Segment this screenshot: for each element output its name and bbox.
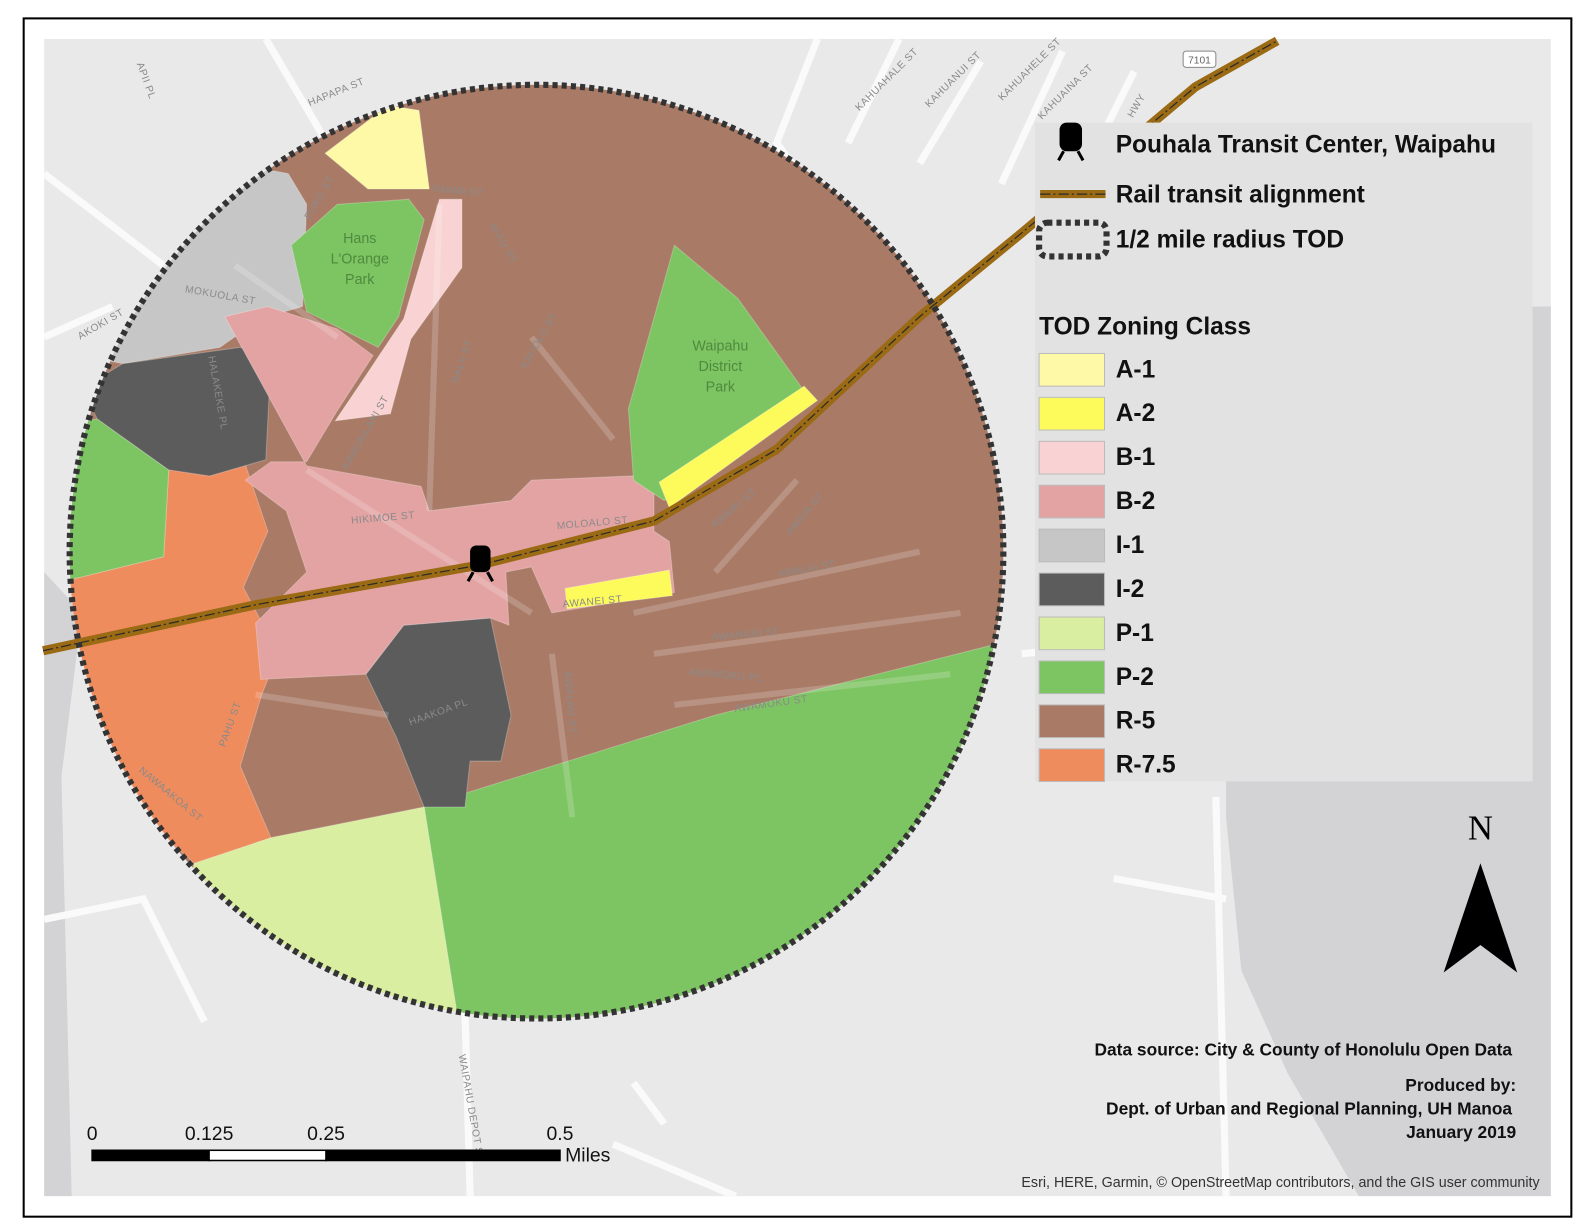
park-label: District [699, 359, 743, 375]
produced-date: January 2019 [1406, 1122, 1516, 1142]
legend-class-label: P-1 [1116, 620, 1154, 647]
legend-swatch [1038, 748, 1105, 783]
park-label: Waipahu [692, 338, 748, 354]
park-labels: Hans L'Orange Park Waipahu District Park [331, 231, 749, 395]
zone-a-1 [324, 104, 430, 190]
zone-a-2 [564, 569, 673, 610]
legend-class-label: I-2 [1116, 576, 1145, 603]
park-label: L'Orange [331, 252, 389, 268]
legend-class-label: P-2 [1116, 664, 1154, 691]
legend-class-label: R-7.5 [1116, 752, 1176, 779]
legend-swatch [1038, 484, 1105, 519]
legend-station-icon [1057, 122, 1085, 162]
scale-label: 0 [87, 1123, 98, 1145]
scale-segment [91, 1149, 210, 1162]
north-label: N [1468, 809, 1493, 848]
legend: Pouhala Transit Center, Waipahu Rail tra… [1035, 122, 1533, 783]
scale-segment [325, 1149, 561, 1162]
park-label: Hans [343, 231, 376, 247]
legend-box [1035, 122, 1533, 782]
north-arrow: N [1443, 809, 1518, 973]
data-source: Data source: City & County of Honolulu O… [1094, 1039, 1512, 1059]
street-texture [233, 204, 961, 818]
scale-label: 0.25 [307, 1123, 345, 1145]
street-label: AWALAU ST [561, 671, 577, 735]
legend-class-label: R-5 [1116, 708, 1155, 735]
scale-label: 0.5 [547, 1123, 574, 1145]
legend-swatch [1038, 396, 1105, 431]
legend-radius: 1/2 mile radius TOD [1116, 227, 1344, 254]
park-label: Park [345, 272, 375, 288]
zone-a-2 [658, 385, 819, 509]
legend-zoning-title: TOD Zoning Class [1039, 313, 1251, 340]
scale-segment [208, 1149, 327, 1162]
legend-class-label: A-2 [1116, 400, 1155, 427]
legend-rail: Rail transit alignment [1116, 182, 1365, 209]
zone-b-1 [334, 198, 463, 422]
street-label: AWANEI ST [562, 594, 623, 610]
legend-swatch [1038, 660, 1105, 695]
scale-unit: Miles [565, 1145, 610, 1167]
legend-class-label: B-2 [1116, 488, 1155, 515]
legend-class-label: B-1 [1116, 444, 1155, 471]
scale-label: 0.125 [185, 1123, 234, 1145]
legend-swatch [1038, 528, 1105, 563]
legend-swatch [1038, 572, 1105, 607]
highway-shield: 7101 [1182, 50, 1217, 68]
attribution: Esri, HERE, Garmin, © OpenStreetMap cont… [1021, 1175, 1540, 1191]
legend-class-label: I-1 [1116, 532, 1145, 559]
legend-swatch [1038, 352, 1105, 387]
zone-p-2 [290, 198, 425, 348]
produced-by: Dept. of Urban and Regional Planning, UH… [1106, 1099, 1512, 1119]
legend-swatch [1038, 440, 1105, 475]
north-arrow-shape [1443, 863, 1518, 973]
shield-box [1182, 50, 1217, 68]
legend-radius-swatch [1036, 219, 1110, 260]
shield-label: 7101 [1188, 55, 1211, 66]
park-label: Park [706, 379, 736, 395]
legend-swatch [1038, 616, 1105, 651]
credits: Data source: City & County of Honolulu O… [1021, 1039, 1540, 1191]
station-icon [466, 545, 494, 583]
legend-swatch [1038, 704, 1105, 739]
zone-i-2 [81, 346, 272, 477]
produced-by: Produced by: [1405, 1075, 1516, 1095]
street-label: PAIWA ST [432, 184, 484, 199]
legend-class-label: A-1 [1116, 356, 1155, 383]
water-area [44, 572, 82, 1197]
tod-radius [66, 81, 1007, 1022]
legend-site: Pouhala Transit Center, Waipahu [1116, 132, 1496, 159]
